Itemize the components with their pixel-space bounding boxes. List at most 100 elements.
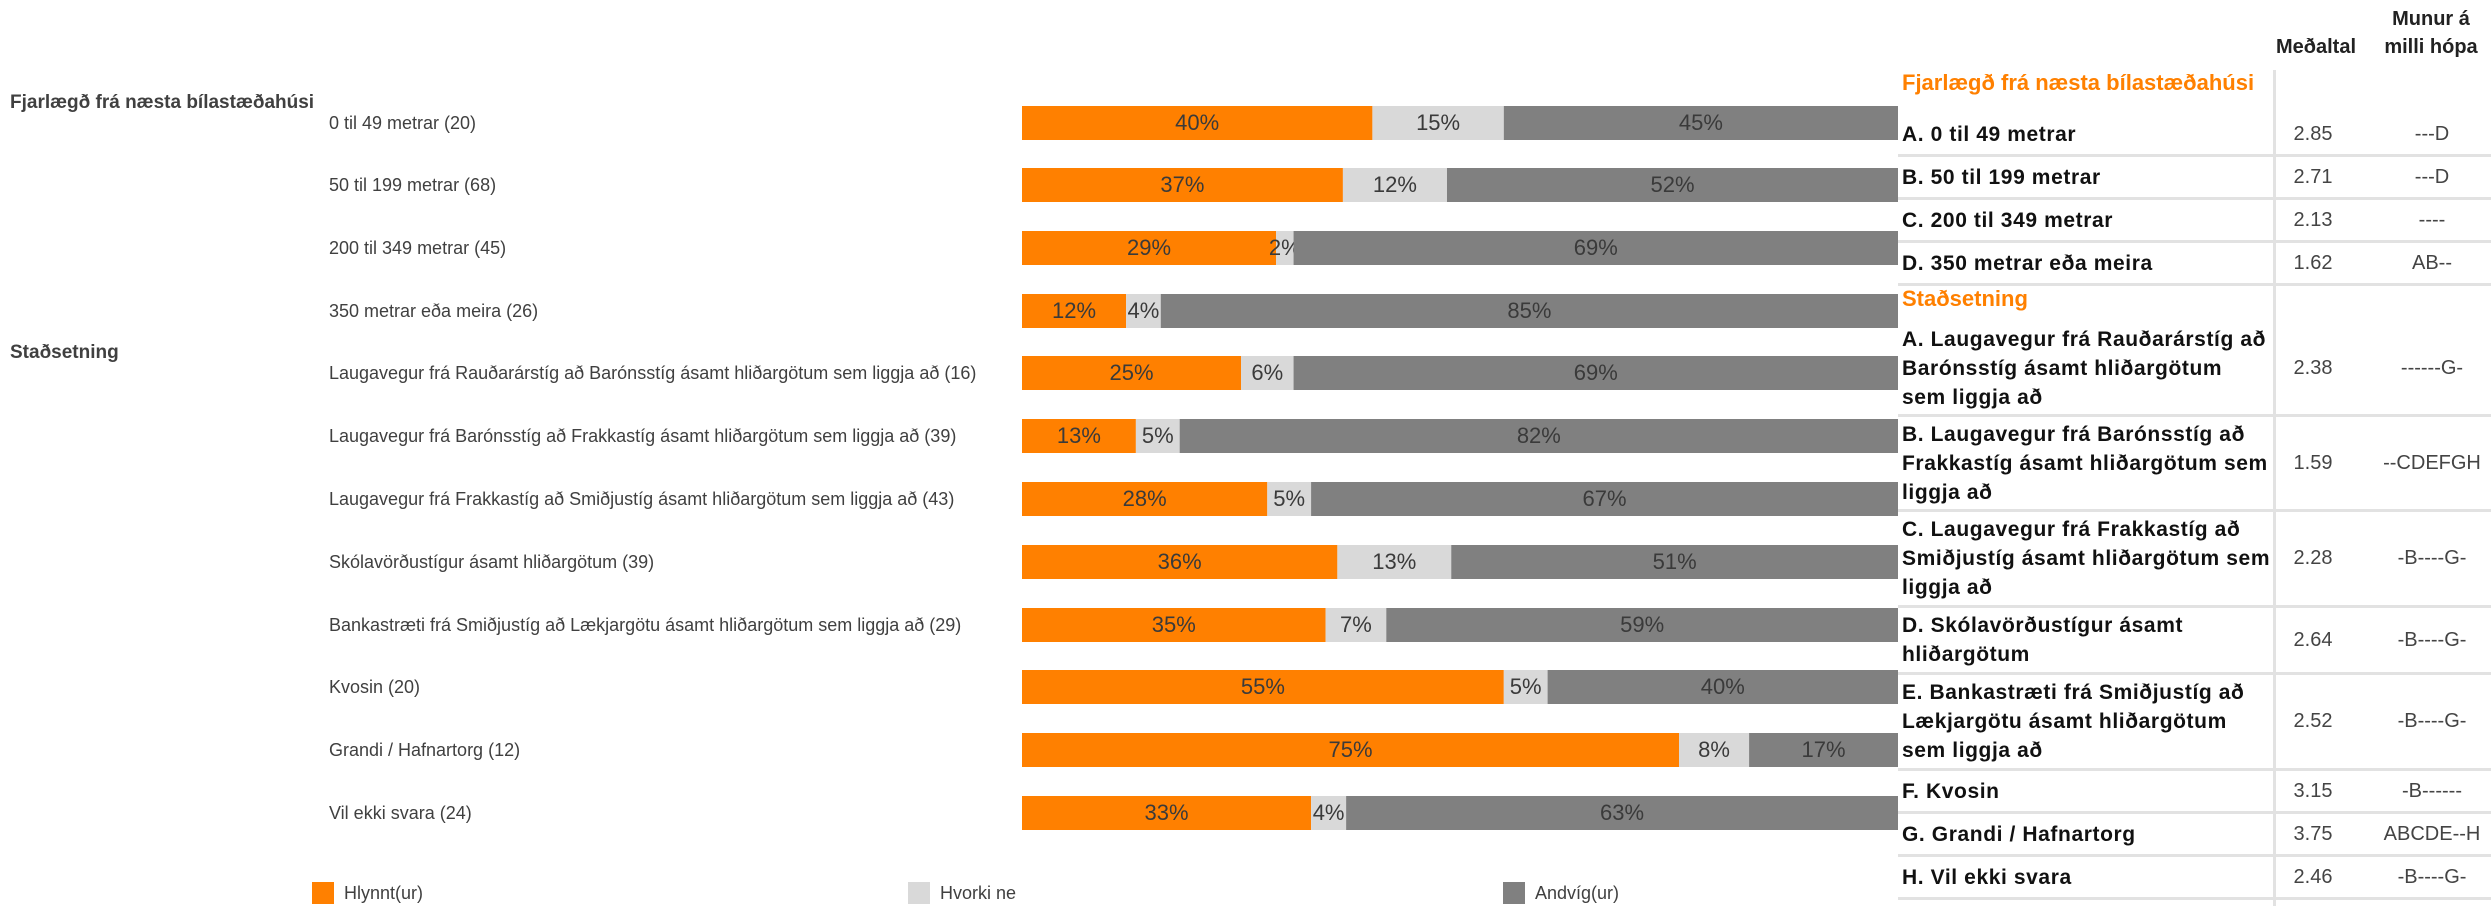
- bar-segment-negative: [1346, 796, 1898, 830]
- bar-data-label: 5%: [1142, 423, 1174, 448]
- bar-segment-negative: [1547, 670, 1898, 704]
- row-label: Laugavegur frá Barónsstíg að Frakkastíg …: [329, 426, 957, 446]
- table-row-name: B. Laugavegur frá Barónsstíg að Frakkast…: [1902, 422, 2268, 504]
- table-row: C. 200 til 349 metrar 2.13 ----: [1898, 200, 2491, 243]
- bar-segment-negative: [1749, 733, 1898, 767]
- table-row: B. 50 til 199 metrar 2.71 ---D: [1898, 157, 2491, 200]
- row-label: 50 til 199 metrar (68): [329, 175, 497, 195]
- bar-segment-neutral: [1135, 419, 1180, 453]
- legend-swatch-negative: [1503, 882, 1525, 904]
- bar-segment-positive: [1022, 670, 1504, 704]
- table-row-name: G. Grandi / Hafnartorg: [1902, 822, 2136, 846]
- bar-data-label: 33%: [1145, 800, 1189, 825]
- bar-segment-negative: [1446, 168, 1898, 202]
- table-row-diff: ---D: [2414, 122, 2450, 145]
- bar-segment-neutral: [1342, 168, 1447, 202]
- bar-segment-neutral: [1241, 356, 1294, 390]
- bar-segment-neutral: [1311, 796, 1347, 830]
- bar-segment-neutral: [1337, 545, 1452, 579]
- table-row-diff: --CDEFGH: [2383, 451, 2481, 474]
- table-header-diff: Munur á milli hópa: [2384, 8, 2478, 58]
- legend-item-negative: Andvíg(ur): [1503, 880, 1619, 906]
- bar-segment-negative: [1293, 231, 1898, 265]
- bar-segment-positive: [1022, 482, 1268, 516]
- bar-data-label: 6%: [1251, 360, 1283, 385]
- bar-data-label: 13%: [1372, 549, 1416, 574]
- stacked-bar-chart: 40% 15% 45%37% 12% 52%29% 2% 69%12% 4% 85%25% 6% 6…: [1022, 106, 1898, 830]
- row-label: Kvosin (20): [329, 677, 421, 697]
- bar-segment-positive: [1022, 545, 1338, 579]
- table-row: E. Bankastræti frá Smiðjustíg að Lækjarg…: [1898, 675, 2491, 771]
- bar-data-label: 75%: [1328, 737, 1372, 762]
- bar-data-label: 25%: [1109, 360, 1153, 385]
- bar-data-label: 51%: [1653, 549, 1697, 574]
- bar-data-label: 35%: [1152, 612, 1196, 637]
- bar-segment-neutral: [1267, 482, 1312, 516]
- table-row-diff: -B----G-: [2397, 865, 2467, 888]
- table-row: A. Laugavegur frá Rauðarárstíg að Baróns…: [1898, 322, 2491, 417]
- bar-segment-positive: [1022, 796, 1312, 830]
- row-label: Bankastræti frá Smiðjustíg að Lækjargötu…: [329, 615, 962, 635]
- table-row-name: C. 200 til 349 metrar: [1902, 208, 2114, 232]
- bar-data-label: 63%: [1600, 800, 1644, 825]
- bar-segment-positive: [1022, 733, 1679, 767]
- table-row-name: H. Vil ekki svara: [1902, 865, 2072, 889]
- legend-label-negative: Andvíg(ur): [1535, 882, 1620, 903]
- table-row-diff: ABCDE--H: [2383, 822, 2481, 845]
- bar-segment-negative: [1386, 608, 1898, 642]
- bar-segment-negative: [1451, 545, 1898, 579]
- bar-data-label: 40%: [1701, 674, 1745, 699]
- table-row-diff: ------G-: [2400, 356, 2464, 379]
- bar-segment-negative: [1179, 419, 1898, 453]
- bar-data-label: 85%: [1507, 298, 1551, 323]
- bar-data-label: 36%: [1158, 549, 1202, 574]
- table-row-diff: -B----G-: [2397, 628, 2467, 651]
- table-row-name: A. Laugavegur frá Rauðarárstíg að Baróns…: [1902, 327, 2267, 409]
- table-row-name: F. Kvosin: [1902, 779, 2000, 803]
- row-label: Vil ekki svara (24): [329, 803, 472, 823]
- bar-data-label: 12%: [1373, 172, 1417, 197]
- table-row-diff: -B----G-: [2397, 710, 2467, 732]
- table-row: A. 0 til 49 metrar 2.85 ---D: [1898, 114, 2491, 157]
- bar-segment-positive: [1022, 608, 1326, 642]
- bar-data-label: 5%: [1510, 674, 1542, 699]
- table-row-mean: 2.46: [2293, 865, 2333, 888]
- table-row-name: C. Laugavegur frá Frakkastíg að Smiðjust…: [1902, 518, 2271, 599]
- row-label: 350 metrar eða meira (26): [329, 301, 539, 321]
- legend-swatch-neutral: [908, 882, 930, 904]
- row-label: Grandi / Hafnartorg (12): [329, 740, 521, 760]
- table-row-mean: 1.62: [2293, 251, 2333, 274]
- bar-data-label: 15%: [1416, 110, 1460, 135]
- bar-data-label: 69%: [1574, 360, 1618, 385]
- bar-data-label: 37%: [1160, 172, 1204, 197]
- table-row-diff: ----: [2418, 208, 2446, 231]
- bar-segment-neutral: [1325, 608, 1387, 642]
- table-row-name: D. 350 metrar eða meira: [1902, 251, 2153, 275]
- bar-data-label: 5%: [1273, 486, 1305, 511]
- bar-segment-negative: [1503, 106, 1898, 140]
- bar-data-label: 67%: [1583, 486, 1627, 511]
- bar-data-label: 45%: [1679, 110, 1723, 135]
- table-row-mean: 2.52: [2293, 710, 2333, 732]
- table-row-diff: AB--: [2412, 251, 2452, 274]
- bar-data-label: 4%: [1128, 298, 1160, 323]
- row-label: Laugavegur frá Rauðarárstíg að Barónsstí…: [329, 363, 977, 383]
- table-row-mean: 3.75: [2293, 822, 2333, 845]
- bar-segment-negative: [1311, 482, 1898, 516]
- bar-segment-positive: [1022, 231, 1277, 265]
- bar-data-label: 69%: [1574, 235, 1618, 260]
- bar-data-label: 59%: [1620, 612, 1664, 637]
- bar-segment-positive: [1022, 419, 1136, 453]
- row-label: Laugavegur frá Frakkastíg að Smiðjustíg …: [329, 489, 955, 509]
- table-row-mean: 2.85: [2293, 122, 2333, 145]
- bar-data-label: 13%: [1057, 423, 1101, 448]
- legend-swatch-positive: [312, 882, 334, 904]
- table-column-divider: [2273, 70, 2276, 906]
- table-row-diff: -B----G-: [2397, 547, 2467, 569]
- table-row-mean: 2.64: [2293, 628, 2333, 651]
- table-row-mean: 1.59: [2293, 451, 2333, 474]
- table-row: H. Vil ekki svara 2.46 -B----G-: [1898, 857, 2491, 900]
- row-label: Skólavörðustígur ásamt hliðargötum (39): [329, 552, 655, 572]
- bar-segment-neutral: [1679, 733, 1750, 767]
- table-group-title: Staðsetning: [1902, 286, 2028, 311]
